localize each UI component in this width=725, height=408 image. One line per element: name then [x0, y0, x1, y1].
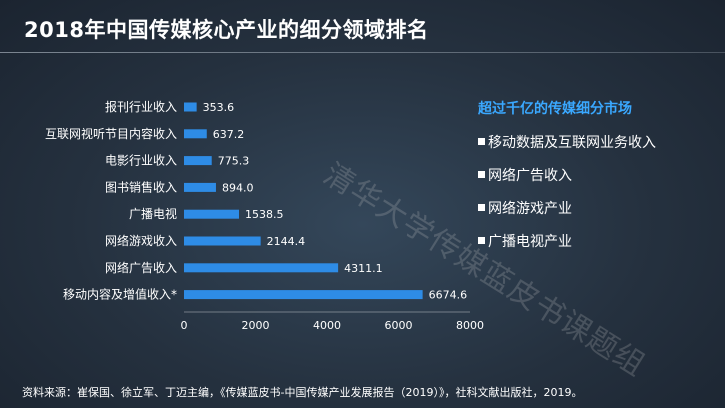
side-item-label: 广播电视产业: [488, 234, 572, 250]
bar: [184, 290, 423, 300]
bar: [184, 129, 207, 139]
x-tick-label: 2000: [242, 319, 270, 332]
title-divider: [0, 52, 725, 53]
bar: [184, 156, 212, 166]
value-label: 775.3: [218, 155, 250, 168]
square-bullet-icon: [478, 138, 485, 145]
square-bullet-icon: [478, 204, 485, 211]
bar: [184, 263, 339, 273]
side-item-label: 网络广告收入: [488, 168, 572, 184]
category-label: 互联网视听节目内容收入: [45, 126, 177, 141]
category-label: 图书销售收入: [105, 179, 177, 194]
side-item: 网络游戏产业: [478, 198, 656, 218]
x-tick-label: 8000: [456, 319, 484, 332]
x-tick-label: 4000: [313, 319, 341, 332]
bar: [184, 102, 197, 112]
value-label: 1538.5: [245, 208, 284, 221]
side-item: 移动数据及互联网业务收入: [478, 132, 656, 152]
x-tick-label: 6000: [385, 319, 413, 332]
bar: [184, 236, 261, 246]
side-item-label: 移动数据及互联网业务收入: [488, 135, 656, 151]
value-label: 353.6: [203, 101, 235, 114]
value-label: 894.0: [222, 181, 254, 194]
bar: [184, 209, 240, 219]
square-bullet-icon: [478, 237, 485, 244]
side-box-heading: 超过千亿的传媒细分市场: [478, 101, 632, 117]
category-label: 电影行业收入: [105, 154, 177, 168]
side-legend-box: 超过千亿的传媒细分市场 移动数据及互联网业务收入 网络广告收入 网络游戏产业 广…: [478, 98, 656, 264]
x-tick-label: 0: [181, 319, 188, 332]
value-label: 4311.1: [344, 262, 383, 275]
value-label: 2144.4: [267, 235, 306, 248]
page-title: 2018年中国传媒核心产业的细分领域排名: [24, 18, 429, 42]
side-item: 广播电视产业: [478, 231, 656, 251]
side-item-label: 网络游戏产业: [488, 201, 572, 217]
category-label: 网络游戏收入: [105, 233, 177, 248]
source-note: 资料来源：崔保国、徐立军、丁迈主编，《传媒蓝皮书-中国传媒产业发展报告（2019…: [22, 386, 583, 399]
bar: [184, 182, 216, 192]
category-label: 移动内容及增值收入*: [63, 287, 177, 302]
category-label: 报刊行业收入: [105, 99, 177, 114]
side-item: 网络广告收入: [478, 165, 656, 185]
category-label: 网络广告收入: [105, 260, 177, 275]
square-bullet-icon: [478, 171, 485, 178]
value-label: 6674.6: [429, 289, 468, 302]
category-label: 广播电视: [129, 206, 177, 221]
value-label: 637.2: [213, 128, 245, 141]
